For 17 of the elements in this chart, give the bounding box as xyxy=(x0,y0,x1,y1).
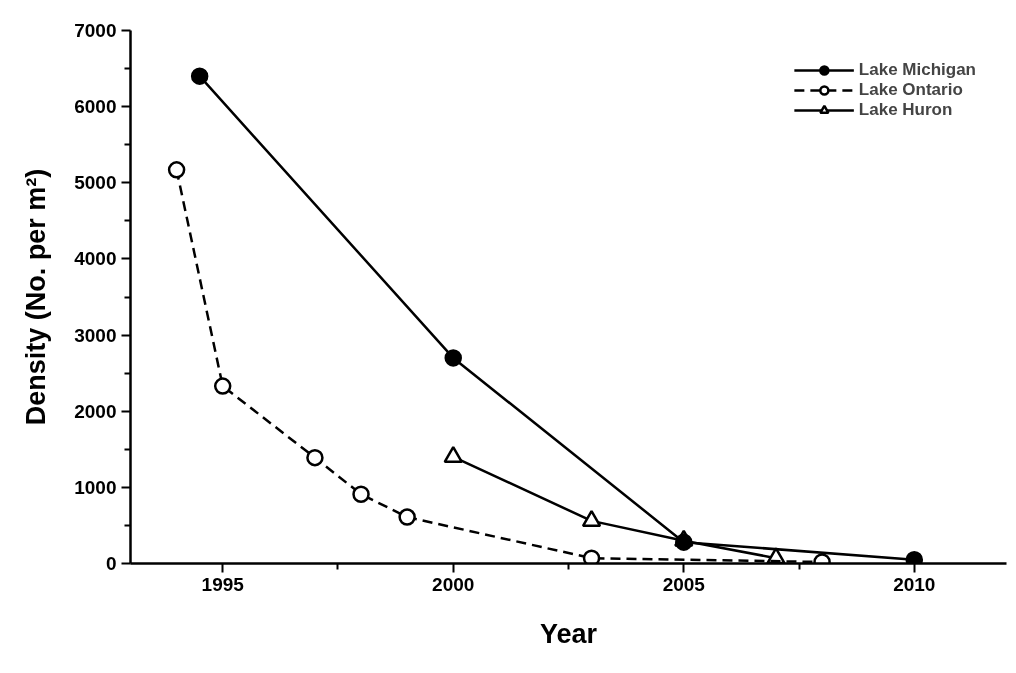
y-axis-title: Density (No. per m²) xyxy=(21,168,52,426)
x-tick-label: 2005 xyxy=(662,573,706,595)
x-tick-label: 2010 xyxy=(893,573,936,595)
y-tick-label: 0 xyxy=(105,553,117,574)
y-tick-label: 4000 xyxy=(74,248,117,270)
x-axis-title: Year xyxy=(539,618,598,649)
y-tick-label: 2000 xyxy=(74,400,117,422)
x-tick-label: 1995 xyxy=(201,573,245,595)
legend-label: Lake Ontario xyxy=(858,80,963,100)
y-tick-label: 3000 xyxy=(74,324,117,346)
x-tick-label: 2000 xyxy=(432,573,475,595)
y-tick-label: 6000 xyxy=(74,96,117,118)
y-tick-label: 5000 xyxy=(74,172,117,194)
y-tick-label: 1000 xyxy=(74,476,117,498)
y-tick-label: 7000 xyxy=(74,20,117,41)
legend-label: Lake Huron xyxy=(858,100,953,120)
legend-label: Lake Michigan xyxy=(858,60,976,80)
